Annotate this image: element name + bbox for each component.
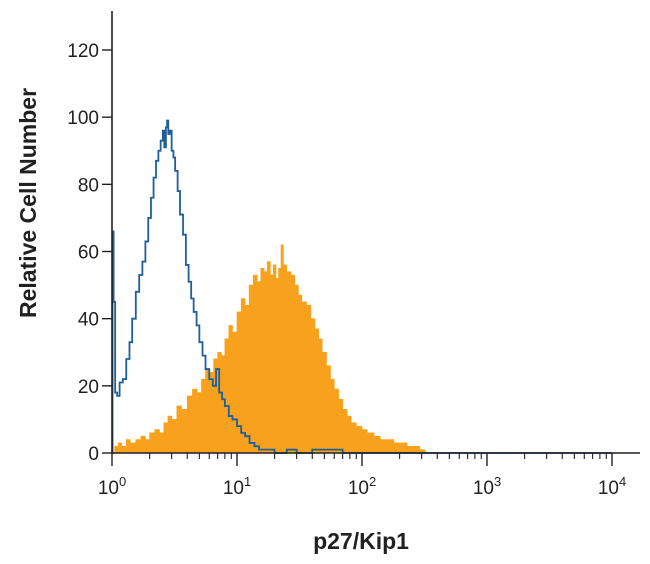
series-layer (111, 119, 612, 454)
y-tick-label: 40 (78, 310, 99, 331)
y-tick-label: 80 (78, 175, 99, 196)
x-tick-label: 102 (348, 474, 376, 499)
series-filled-histogram (112, 244, 426, 454)
axes: 0 20 40 60 80 100 120 100 101 102 103 104 (67, 11, 640, 499)
y-tick-label: 100 (67, 108, 99, 129)
x-tick-label: 104 (598, 474, 626, 499)
y-axis-title: Relative Cell Number (15, 88, 41, 318)
x-axis-title: p27/Kip1 (313, 528, 409, 554)
series-outline-histogram (111, 119, 612, 454)
y-tick-label: 120 (67, 41, 99, 62)
x-tick-label: 100 (98, 474, 126, 499)
y-tick-label: 60 (78, 243, 99, 264)
y-tick-label: 20 (78, 377, 99, 398)
x-tick-label: 101 (223, 474, 251, 499)
x-tick-label: 103 (473, 474, 501, 499)
y-tick-label: 0 (88, 444, 99, 465)
